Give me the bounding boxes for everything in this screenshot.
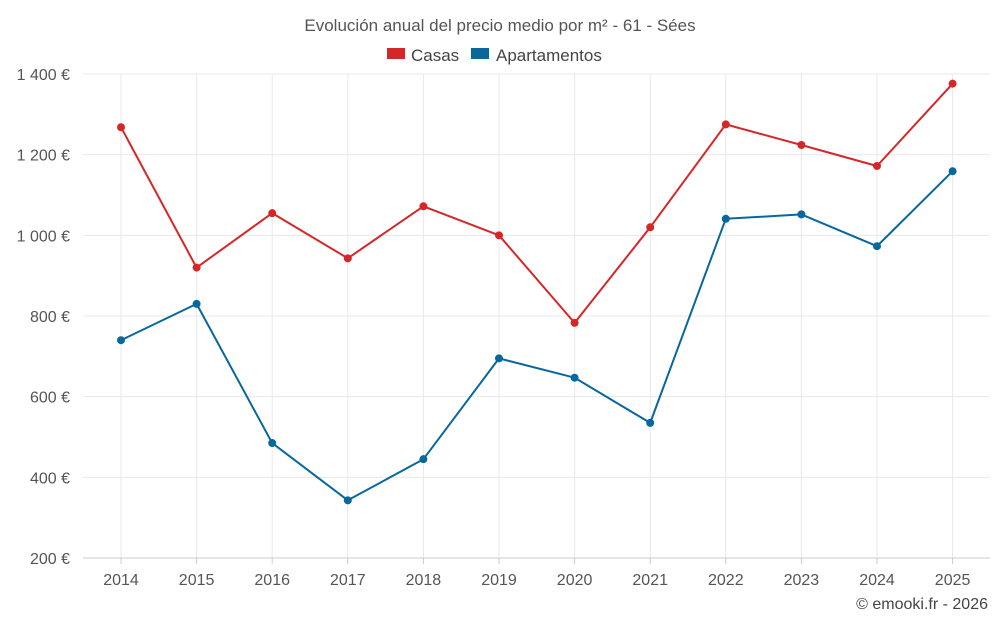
y-tick-label: 800 €: [30, 309, 70, 326]
x-tick-label: 2016: [254, 572, 290, 589]
series: [117, 79, 957, 505]
data-point-apartamentos[interactable]: [343, 496, 352, 505]
x-tick-label: 2025: [935, 572, 971, 589]
data-point-casas[interactable]: [948, 79, 957, 88]
x-tick-label: 2018: [406, 572, 442, 589]
grid: [83, 73, 990, 558]
legend: Casas Apartamentos: [387, 46, 602, 65]
x-tick-label: 2024: [859, 572, 895, 589]
legend-swatch-apartamentos: [471, 48, 489, 59]
data-point-casas[interactable]: [343, 254, 352, 263]
y-tick-label: 1 000 €: [17, 228, 70, 245]
y-tick-label: 200 €: [30, 551, 70, 568]
x-tick-label: 2017: [330, 572, 366, 589]
data-point-apartamentos[interactable]: [948, 167, 957, 176]
data-point-apartamentos[interactable]: [117, 336, 125, 345]
axes: 200 € 400 € 600 € 800 € 1 000 € 1 200 € 1 400 …: [17, 67, 990, 589]
x-tick-label: 2020: [557, 572, 593, 589]
y-tick-label: 600 €: [30, 390, 70, 407]
data-point-casas[interactable]: [570, 318, 579, 327]
data-point-casas[interactable]: [419, 202, 428, 211]
data-point-casas[interactable]: [268, 209, 277, 218]
data-point-apartamentos[interactable]: [646, 418, 655, 427]
legend-swatch-casas: [387, 48, 405, 59]
data-point-apartamentos[interactable]: [419, 455, 428, 464]
legend-label-apartamentos[interactable]: Apartamentos: [496, 46, 602, 65]
data-point-apartamentos[interactable]: [268, 439, 277, 448]
data-point-casas[interactable]: [646, 223, 655, 232]
data-point-apartamentos[interactable]: [797, 210, 806, 219]
x-tick-label: 2021: [632, 572, 668, 589]
series-line-casas: [120, 83, 954, 324]
data-point-casas[interactable]: [495, 231, 503, 240]
x-tick-label: 2015: [179, 572, 215, 589]
y-tick-label: 1 400 €: [17, 67, 70, 84]
data-point-casas[interactable]: [797, 140, 806, 149]
chart-title: Evolución anual del precio medio por m² …: [304, 16, 695, 35]
data-point-apartamentos[interactable]: [570, 373, 579, 382]
y-tick-label: 400 €: [30, 470, 70, 487]
x-tick-label: 2014: [103, 572, 139, 589]
credit-text: © emooki.fr - 2026: [856, 596, 988, 613]
x-tick-label: 2023: [784, 572, 820, 589]
data-point-casas[interactable]: [192, 263, 201, 272]
x-tick-label: 2022: [708, 572, 744, 589]
data-point-casas[interactable]: [873, 161, 881, 170]
data-point-apartamentos[interactable]: [721, 214, 730, 223]
data-point-casas[interactable]: [117, 123, 125, 132]
x-tick-label: 2019: [481, 572, 517, 589]
data-point-apartamentos[interactable]: [192, 299, 201, 308]
series-line-apartamentos: [120, 170, 954, 502]
data-point-apartamentos[interactable]: [873, 242, 881, 251]
legend-label-casas[interactable]: Casas: [411, 46, 459, 65]
data-point-apartamentos[interactable]: [495, 354, 503, 363]
y-tick-label: 1 200 €: [17, 148, 70, 165]
data-point-casas[interactable]: [721, 120, 730, 129]
